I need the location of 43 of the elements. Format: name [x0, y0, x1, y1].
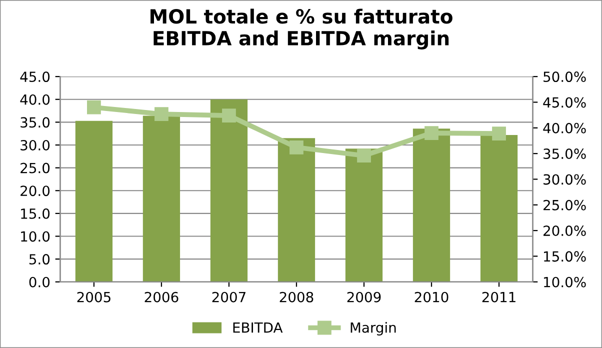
legend-label: Margin	[350, 322, 396, 336]
point	[357, 148, 371, 163]
y-tick-label: 40.0	[20, 94, 50, 105]
y2-tick-label: 10.0%	[544, 276, 586, 288]
y2-tick-label: 15.0%	[544, 251, 586, 262]
point	[222, 108, 236, 123]
point	[87, 100, 101, 114]
bar	[142, 116, 180, 282]
y2-tick-label: 35.0%	[544, 148, 586, 160]
bar	[75, 120, 113, 282]
x-tick-label: 2008	[280, 292, 314, 302]
y2-tick-label: 40.0%	[543, 122, 586, 134]
y2-tick-label: 30.0%	[544, 174, 586, 185]
bar	[210, 99, 248, 282]
y-tick-label: 15.0	[21, 208, 50, 219]
x-tick-label: 2007	[212, 292, 246, 302]
bar	[278, 138, 316, 282]
bar	[480, 134, 518, 282]
x-tick-label: 2011	[482, 292, 516, 302]
y-tick-label: 35.0	[20, 117, 50, 128]
y2-tick-label: 50.0%	[544, 72, 586, 82]
y2-tick-label: 20.0%	[544, 226, 586, 236]
y-tick-label: 45.0	[20, 72, 50, 82]
point	[424, 126, 438, 140]
point	[492, 126, 506, 140]
chart-title: MOL totale e % su fatturato EBITDA and EBITDA margin	[150, 8, 452, 50]
x-tick-label: 2005	[77, 292, 110, 302]
y-tick-label: 0.0	[29, 276, 50, 288]
bar	[412, 128, 450, 282]
y2-tick-label: 45.0%	[543, 97, 586, 108]
x-tick-label: 2009	[347, 292, 381, 302]
y-tick-label: 20.0	[20, 186, 50, 196]
y-tick-label: 25.0	[20, 162, 50, 174]
point	[154, 107, 168, 121]
y-tick-label: 5.0	[29, 254, 50, 265]
y-tick-label: 30.0	[20, 140, 50, 150]
x-tick-label: 2010	[414, 292, 448, 302]
legend-label: EBITDA	[233, 322, 283, 333]
point	[290, 140, 304, 154]
y2-tick-label: 25.0%	[544, 200, 586, 210]
y-tick-label: 10.0	[21, 231, 50, 242]
x-tick-label: 2006	[144, 292, 178, 302]
bar	[345, 148, 383, 282]
